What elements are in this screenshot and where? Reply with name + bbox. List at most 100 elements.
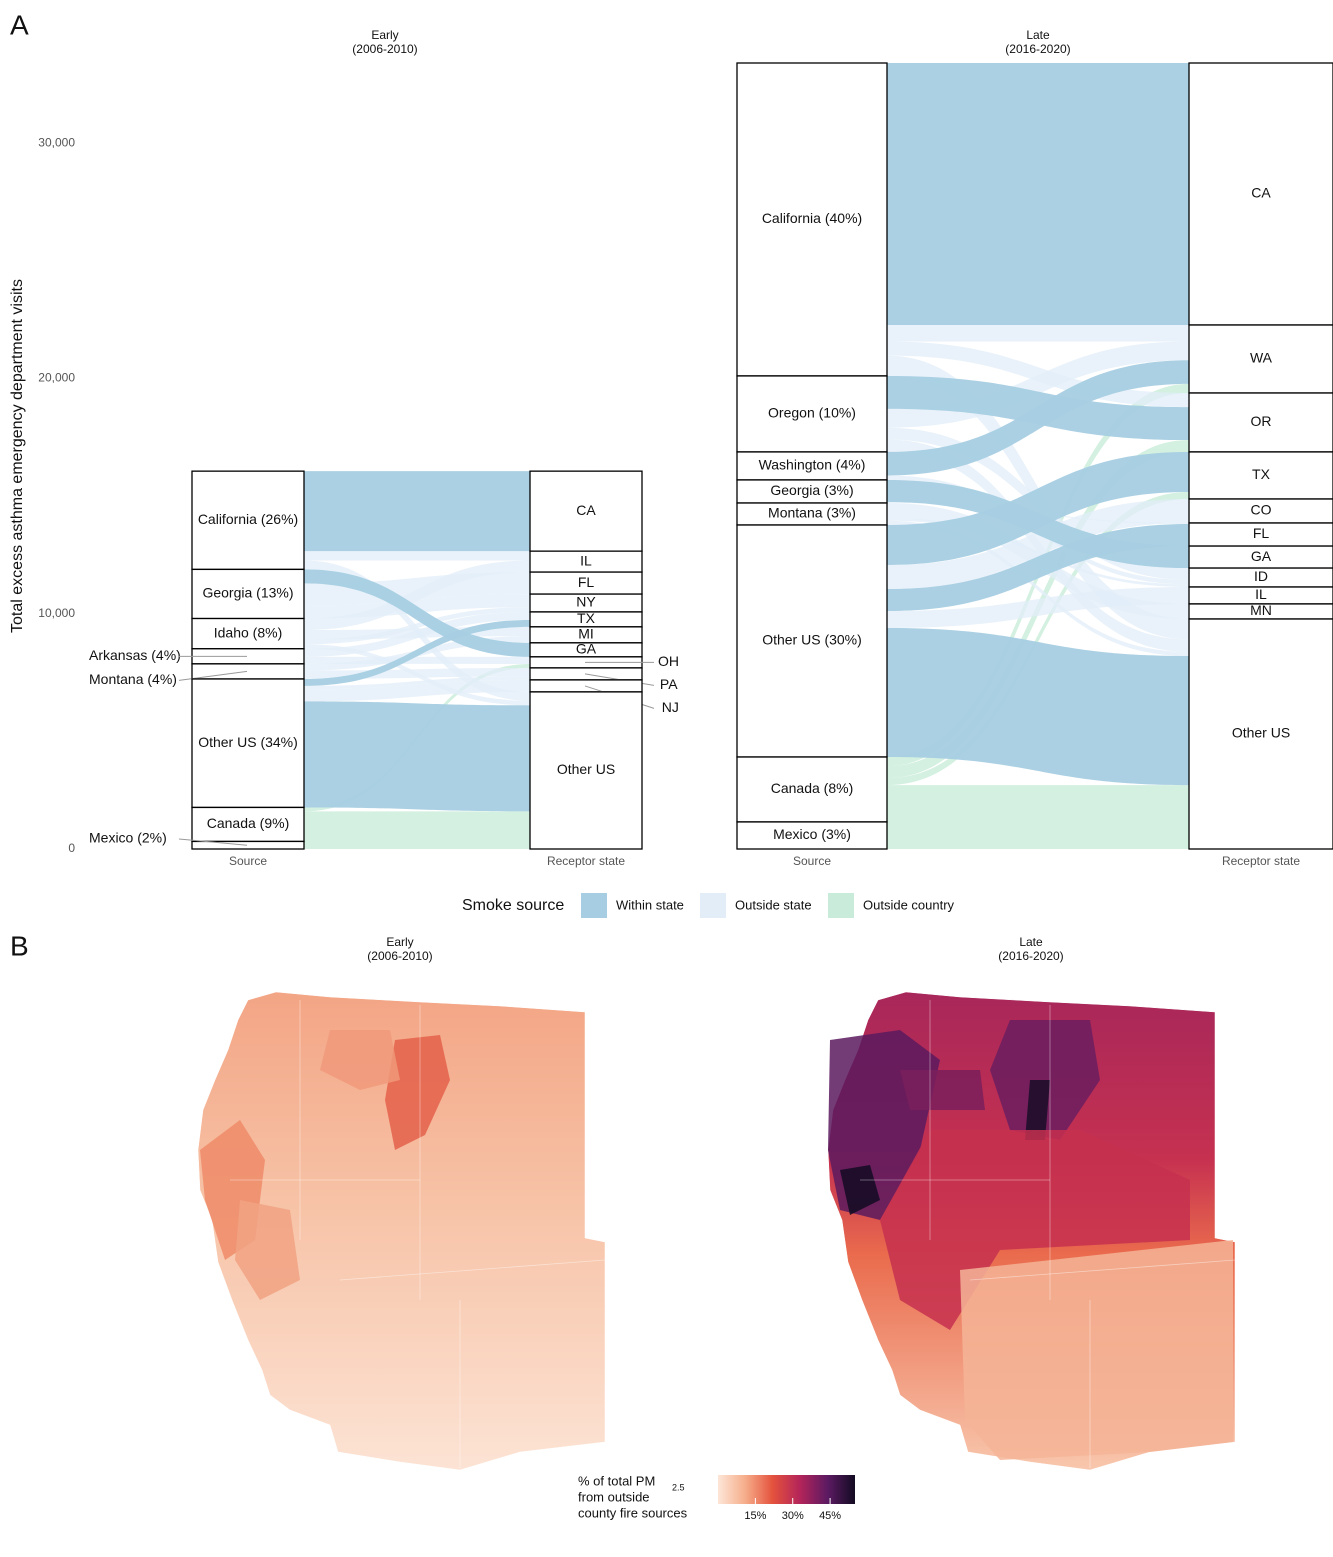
x-axis-label: Receptor state [547, 854, 625, 868]
x-axis-label: Source [793, 854, 831, 868]
source-label: Other US (30%) [762, 632, 862, 648]
flow-ribbon [887, 325, 1189, 342]
legend-label: Within state [616, 897, 684, 912]
ribbons [887, 63, 1189, 849]
y-tick-label: 20,000 [38, 371, 75, 385]
flow-ribbon [887, 821, 1189, 849]
x-axis-label: Source [229, 854, 267, 868]
map-title: Early [386, 935, 413, 949]
target-label: MN [1250, 602, 1272, 618]
flow-ribbon [887, 520, 1189, 657]
map-county-cluster [235, 1200, 300, 1300]
target-label: Other US [557, 761, 615, 777]
source-label: Idaho (8%) [214, 624, 282, 640]
ribbons [304, 471, 530, 849]
target-label: FL [1253, 525, 1270, 541]
source-label: Georgia (3%) [770, 482, 853, 498]
flow-ribbon [304, 560, 530, 631]
flow-ribbon [304, 572, 530, 606]
source-label: Canada (9%) [207, 815, 290, 831]
legend-swatch [581, 893, 607, 918]
source-label: Georgia (13%) [202, 585, 293, 601]
leader-line [178, 838, 248, 846]
target-label: GA [1251, 548, 1272, 564]
colorbar-tick-label: 30% [782, 1510, 804, 1522]
y-tick-label: 30,000 [38, 135, 75, 149]
flow-ribbon [304, 841, 530, 849]
source-label: California (40%) [762, 210, 862, 226]
target-label: ID [1254, 568, 1268, 584]
target-label: TX [577, 610, 596, 626]
source-node [191, 568, 305, 620]
y-tick-label: 0 [68, 841, 75, 855]
state-border [339, 1259, 606, 1281]
panel-label: B [10, 930, 29, 961]
flow-ribbon [887, 499, 1189, 589]
flow-ribbon [304, 619, 530, 686]
source-node [191, 840, 305, 850]
target-node [1188, 618, 1333, 850]
target-label: WA [1250, 350, 1273, 366]
panel-title: Late [1026, 28, 1050, 42]
source-node [191, 617, 305, 650]
target-label: CA [1251, 185, 1271, 201]
source-label: Mexico (3%) [773, 826, 851, 842]
source-label: California (26%) [198, 511, 298, 527]
source-label: Mexico (2%) [89, 830, 167, 846]
source-node [736, 524, 888, 758]
panel-subtitle: (2006-2010) [352, 42, 417, 56]
flow-ribbon [304, 551, 530, 561]
flow-ribbon [887, 524, 1189, 611]
source-node [736, 756, 888, 823]
source-node [736, 451, 888, 481]
target-label: CO [1251, 502, 1272, 518]
target-label: OR [1251, 413, 1272, 429]
flow-ribbon [887, 785, 1189, 822]
target-label: MI [578, 626, 594, 642]
source-label: Canada (8%) [771, 780, 854, 796]
colorbar-tick-label: 15% [744, 1510, 766, 1522]
target-label: FL [578, 574, 595, 590]
x-axis-label: Receptor state [1222, 854, 1300, 868]
target-label: PA [660, 676, 678, 692]
flow-ribbon [304, 569, 530, 657]
legend-title: Smoke source [462, 897, 564, 914]
map-county-cluster [900, 1070, 985, 1110]
colorbar [718, 1475, 855, 1504]
flow-ribbon [304, 701, 530, 812]
flow-ribbon [304, 676, 530, 690]
source-label: Washington (4%) [759, 457, 866, 473]
source-node [191, 470, 305, 571]
flow-ribbon [304, 611, 530, 657]
flow-ribbon [304, 471, 530, 552]
panel-subtitle: (2016-2020) [1005, 42, 1070, 56]
source-node [736, 821, 888, 850]
map-county-cluster [385, 1035, 450, 1150]
target-node [529, 691, 643, 850]
target-label: Other US [1232, 725, 1290, 741]
map-county-cluster [960, 1240, 1233, 1460]
source-node [736, 375, 888, 453]
flow-ribbon [304, 679, 530, 702]
map-county-cluster [840, 1165, 880, 1215]
source-label: Other US (34%) [198, 734, 298, 750]
legend-swatch [828, 893, 854, 918]
y-axis-title: Total excess asthma emergency department… [9, 279, 26, 633]
target-node [1188, 451, 1333, 500]
flow-ribbon [887, 491, 1189, 786]
target-label: TX [1252, 466, 1271, 482]
y-tick-label: 10,000 [38, 606, 75, 620]
map-subtitle: (2006-2010) [367, 949, 432, 963]
source-label: Montana (3%) [768, 505, 856, 521]
target-label: CA [576, 502, 596, 518]
target-label: IL [580, 552, 592, 568]
legend-swatch [700, 893, 726, 918]
flow-ribbon [887, 360, 1189, 476]
source-label: Oregon (10%) [768, 405, 856, 421]
colorbar-title: from outside [578, 1489, 650, 1504]
legend-label: Outside country [863, 897, 955, 912]
map-county-cluster [320, 1030, 400, 1090]
target-node [529, 470, 643, 552]
